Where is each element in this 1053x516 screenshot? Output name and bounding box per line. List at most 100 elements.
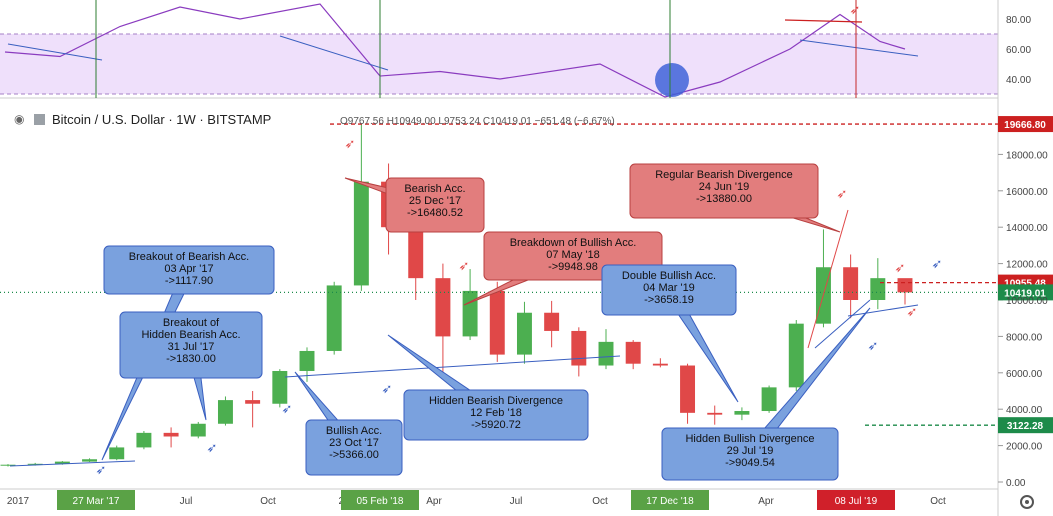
candle-body bbox=[326, 285, 342, 351]
logo-icon bbox=[34, 114, 45, 125]
rocket-icon: ➶ bbox=[907, 304, 918, 319]
x-axis-label: 2017 bbox=[7, 496, 30, 507]
annotation-text: Breakdown of Bullish Acc. 07 May '18 ->994… bbox=[510, 237, 637, 273]
x-axis-label: Jul bbox=[180, 496, 193, 507]
price-tick-label: 0.00 bbox=[1006, 478, 1026, 489]
annotation-callout: Regular Bearish Divergence 24 Jun '19 ->13… bbox=[629, 163, 841, 233]
annotation-line: ->1117.90 bbox=[165, 275, 213, 287]
candle-body bbox=[734, 411, 750, 415]
candle-body bbox=[435, 278, 451, 337]
annotation-box bbox=[385, 177, 485, 233]
x-axis-label: Jul bbox=[510, 496, 523, 507]
candle-body bbox=[27, 463, 43, 465]
candle-body bbox=[462, 290, 478, 337]
candle-body bbox=[190, 423, 206, 437]
x-axis-label: Oct bbox=[260, 496, 276, 507]
candle-body bbox=[680, 365, 696, 413]
price-level-tag bbox=[998, 417, 1053, 434]
x-axis-label: Apr bbox=[758, 496, 774, 507]
candle-body bbox=[217, 400, 233, 424]
annotation-box bbox=[119, 311, 263, 379]
annotation-line: ->1830.00 bbox=[166, 353, 216, 365]
x-axis-date-tag bbox=[57, 490, 135, 510]
annotation-line: ->3658.19 bbox=[644, 294, 694, 306]
annotation-line: ->5920.72 bbox=[471, 419, 521, 431]
annotation-callout: Hidden Bullish Divergence 29 Jul '19 ->904… bbox=[661, 307, 871, 481]
rocket-icon: ➶ bbox=[868, 338, 879, 353]
rsi-trendline bbox=[7, 43, 103, 61]
rocket-icon: ➶ bbox=[850, 2, 861, 17]
rsi-trendline bbox=[784, 19, 863, 23]
candle-body bbox=[353, 181, 369, 286]
annotation-line: Breakdown of Bullish Acc. bbox=[510, 237, 637, 249]
annotation-line: Regular Bearish Divergence bbox=[655, 169, 793, 181]
candle-body bbox=[652, 363, 668, 366]
candle-body bbox=[761, 387, 777, 412]
candle-body bbox=[897, 278, 913, 293]
annotation-line: 12 Feb '18 bbox=[470, 407, 522, 419]
candle-body bbox=[788, 323, 804, 388]
support-trendline bbox=[9, 460, 136, 467]
price-tick-label: 8000.00 bbox=[1006, 332, 1043, 343]
candle-body bbox=[82, 459, 98, 462]
annotation-line: 04 Mar '19 bbox=[643, 282, 695, 294]
annotation-box bbox=[601, 264, 737, 316]
annotation-box bbox=[305, 419, 403, 476]
annotation-line: 03 Apr '17 bbox=[164, 263, 213, 275]
x-axis-date-tag bbox=[631, 490, 709, 510]
rsi-tick-label: 40.00 bbox=[1006, 75, 1031, 86]
rocket-icon: ➶ bbox=[837, 186, 848, 201]
annotation-line: 23 Oct '17 bbox=[329, 437, 379, 449]
x-axis-date-tag bbox=[817, 490, 895, 510]
annotation-line: Hidden Bearish Divergence bbox=[429, 395, 563, 407]
x-axis-label: Oct bbox=[930, 496, 946, 507]
candle-body bbox=[625, 341, 641, 364]
price-tick-label: 14000.00 bbox=[1006, 223, 1048, 234]
annotation-box bbox=[403, 389, 589, 441]
price-level-tag bbox=[998, 116, 1053, 133]
annotation-line: 31 Jul '17 bbox=[168, 341, 215, 353]
candle-body bbox=[870, 278, 886, 300]
annotation-box bbox=[661, 427, 839, 481]
candle-body bbox=[299, 350, 315, 371]
annotation-text: Double Bullish Acc. 04 Mar '19 ->3658.19 bbox=[622, 270, 716, 306]
annotation-line: ->9948.98 bbox=[548, 261, 598, 273]
candle-body bbox=[843, 267, 859, 300]
annotation-box bbox=[629, 163, 819, 219]
annotation-line: 24 Jun '19 bbox=[699, 181, 749, 193]
rocket-icon: ➶ bbox=[382, 381, 393, 396]
annotation-line: Hidden Bullish Divergence bbox=[685, 433, 814, 445]
rsi-panel bbox=[0, 33, 998, 99]
rsi-tick-label: 80.00 bbox=[1006, 15, 1031, 26]
candle-body bbox=[245, 400, 261, 404]
annotation-line: Breakout of Bearish Acc. bbox=[129, 251, 249, 263]
x-axis-label: Apr bbox=[426, 496, 442, 507]
price-tick-label: 10000.00 bbox=[1006, 296, 1048, 307]
annotation-box bbox=[103, 245, 275, 295]
annotation-text: Bearish Acc. 25 Dec '17 ->16480.52 bbox=[404, 183, 465, 219]
candle-body bbox=[109, 447, 125, 460]
support-trendline bbox=[814, 299, 871, 349]
x-axis-label: 17 Dec '18 bbox=[646, 496, 694, 507]
candle-body bbox=[571, 330, 587, 366]
price-tick-label: 18000.00 bbox=[1006, 150, 1048, 161]
x-axis-label: 08 Jul '19 bbox=[835, 496, 878, 507]
annotation-line: 29 Jul '19 bbox=[727, 445, 774, 457]
eye-icon[interactable]: ◉ bbox=[14, 112, 24, 126]
price-level-tag bbox=[998, 284, 1053, 301]
rsi-highlight-circle bbox=[655, 63, 689, 97]
price-tick-label: 12000.00 bbox=[1006, 260, 1048, 271]
gear-icon[interactable] bbox=[1020, 495, 1034, 509]
annotation-line: ->13880.00 bbox=[696, 193, 752, 205]
annotation-callout: Double Bullish Acc. 04 Mar '19 ->3658.19 bbox=[601, 264, 739, 403]
annotation-text: Hidden Bearish Divergence 12 Feb '18 ->592… bbox=[429, 395, 563, 431]
price-tick-label: 6000.00 bbox=[1006, 369, 1043, 380]
annotation-callout: Hidden Bearish Divergence 12 Feb '18 ->592… bbox=[387, 334, 589, 441]
candle-body bbox=[163, 432, 179, 437]
rsi-trendline bbox=[799, 39, 919, 57]
resistance-trendline bbox=[807, 209, 849, 349]
annotation-line: Bullish Acc. bbox=[326, 425, 382, 437]
annotation-text: Breakout of Hidden Bearish Acc. 31 Jul '17… bbox=[141, 317, 240, 365]
annotation-callout: Breakout of Hidden Bearish Acc. 31 Jul '17… bbox=[119, 311, 263, 421]
